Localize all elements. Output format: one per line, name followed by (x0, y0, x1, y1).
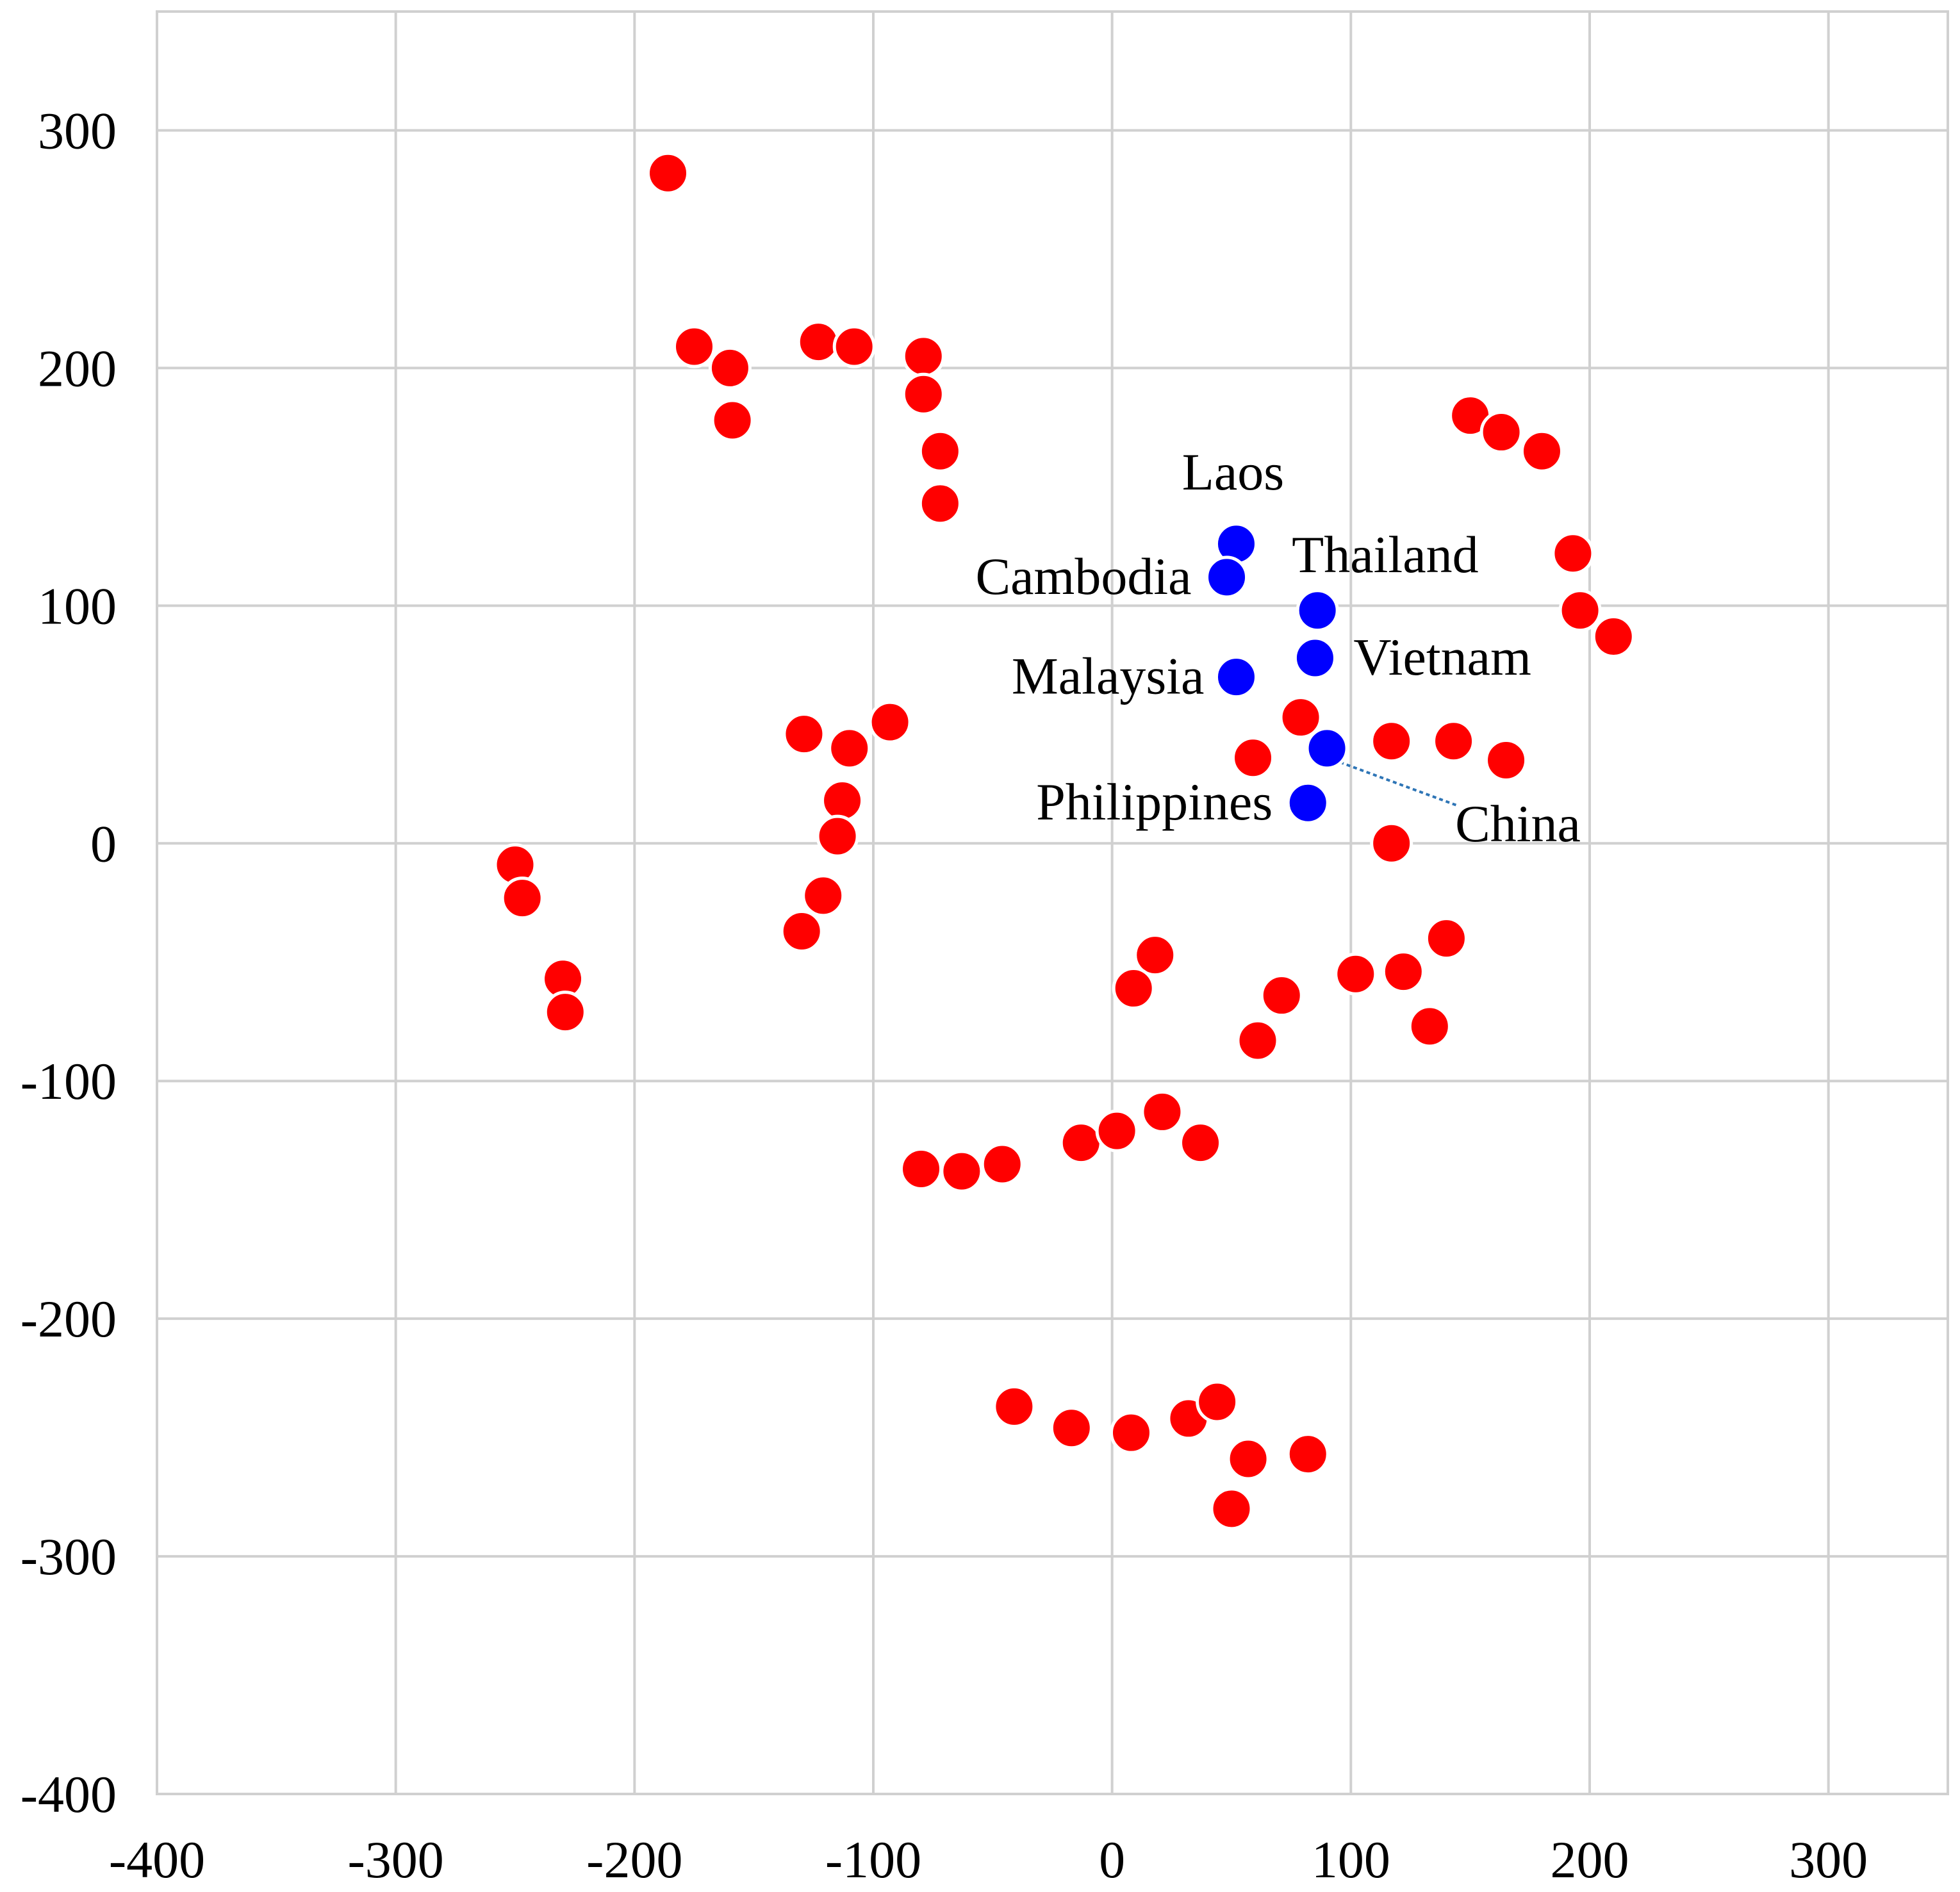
y-tick-label: -100 (21, 1052, 117, 1110)
data-point-philippines (1286, 781, 1330, 825)
point-label-thailand: Thailand (1292, 525, 1478, 584)
data-point (802, 874, 845, 917)
point-label-laos: Laos (1182, 443, 1284, 501)
point-label-malaysia: Malaysia (1012, 647, 1205, 705)
plot-frame (156, 10, 1949, 1795)
data-point (1551, 532, 1595, 575)
point-label-vietnam: Vietnam (1353, 628, 1531, 686)
data-point (1370, 821, 1413, 865)
data-point (1133, 934, 1177, 977)
data-point (782, 712, 826, 756)
data-point (902, 334, 945, 378)
y-tick-label: -400 (21, 1765, 117, 1823)
data-point (1179, 1121, 1223, 1165)
data-point (816, 814, 859, 858)
grid (156, 10, 1949, 1795)
y-tick-label: 300 (38, 101, 117, 160)
data-point (1370, 720, 1413, 763)
data-point (796, 320, 840, 364)
point-labels: Laos Cambodia Thailand Vietnam Malaysia China… (975, 443, 1580, 853)
data-point (673, 325, 716, 368)
data-point-vietnam (1293, 636, 1337, 680)
data-point (1109, 1411, 1153, 1454)
data-point (902, 372, 945, 416)
data-point (1260, 974, 1303, 1017)
data-point (980, 1142, 1024, 1186)
x-tick-label: -300 (348, 1830, 444, 1889)
data-point (780, 910, 823, 953)
tick-labels: -400 -300 -200 -100 0 100 200 300 -400 -300 -200 -1… (21, 101, 1868, 1889)
y-tick-label: -200 (21, 1290, 117, 1348)
data-point (1226, 1437, 1270, 1481)
data-point (1479, 411, 1523, 454)
data-point (1095, 1109, 1139, 1153)
data-point-china (1305, 727, 1349, 770)
y-tick-label: 200 (38, 339, 117, 397)
x-tick-label: -400 (109, 1830, 205, 1889)
data-point (1520, 429, 1563, 473)
data-point (543, 991, 587, 1034)
data-point (1112, 967, 1155, 1010)
data-point (992, 1385, 1036, 1428)
data-point (868, 700, 912, 744)
data-point-cambodia (1205, 555, 1249, 599)
data-point (1059, 1121, 1103, 1165)
data-point (1236, 1019, 1280, 1062)
data-point (1558, 589, 1602, 632)
data-point (1279, 696, 1322, 739)
data-point (500, 876, 544, 920)
data-point (900, 1147, 943, 1190)
data-point (1424, 917, 1468, 960)
y-tick-label: -300 (21, 1527, 117, 1586)
y-tick-label: 0 (90, 814, 117, 873)
data-point-malaysia (1214, 655, 1258, 699)
data-point (1334, 952, 1378, 996)
x-tick-label: 200 (1551, 1830, 1629, 1889)
point-label-cambodia: Cambodia (975, 547, 1191, 605)
data-point (646, 151, 690, 195)
point-label-china: China (1455, 794, 1581, 853)
data-point (708, 346, 752, 390)
x-tick-label: 0 (1099, 1830, 1125, 1889)
x-tick-label: -200 (586, 1830, 682, 1889)
point-label-philippines: Philippines (1036, 773, 1272, 831)
data-point (1381, 950, 1425, 994)
label-connectors (1333, 759, 1459, 807)
data-point (918, 429, 962, 473)
data-point (821, 778, 864, 822)
y-tick-label: 100 (38, 577, 117, 635)
data-point (832, 325, 876, 368)
data-points (493, 151, 1635, 1531)
data-point (1231, 736, 1275, 780)
data-point (1286, 1433, 1330, 1476)
x-tick-label: -100 (825, 1830, 921, 1889)
x-tick-label: 100 (1312, 1830, 1390, 1889)
data-point (1196, 1380, 1239, 1424)
label-connector-line (1333, 759, 1459, 807)
data-point (1432, 720, 1476, 763)
data-point (1408, 1005, 1451, 1048)
data-point (1050, 1406, 1093, 1450)
data-point (711, 399, 754, 442)
data-point-thailand (1296, 589, 1339, 632)
data-point (1141, 1090, 1184, 1133)
x-tick-label: 300 (1789, 1830, 1868, 1889)
data-point (918, 482, 962, 525)
data-point (1210, 1487, 1253, 1531)
data-point (940, 1149, 984, 1193)
data-point (1592, 615, 1635, 659)
data-point (828, 727, 871, 770)
data-point (1485, 738, 1528, 782)
